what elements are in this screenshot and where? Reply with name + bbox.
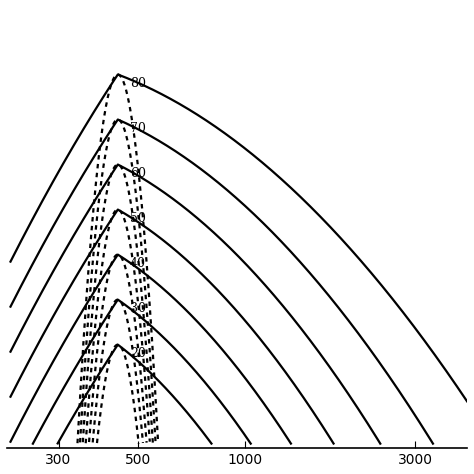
Text: 50: 50 (130, 212, 146, 225)
Text: 60: 60 (130, 167, 146, 180)
Text: 30: 30 (130, 302, 146, 315)
Text: 80: 80 (130, 77, 146, 90)
Text: 40: 40 (130, 257, 146, 270)
Text: 20: 20 (130, 347, 146, 360)
Text: 70: 70 (130, 122, 146, 135)
